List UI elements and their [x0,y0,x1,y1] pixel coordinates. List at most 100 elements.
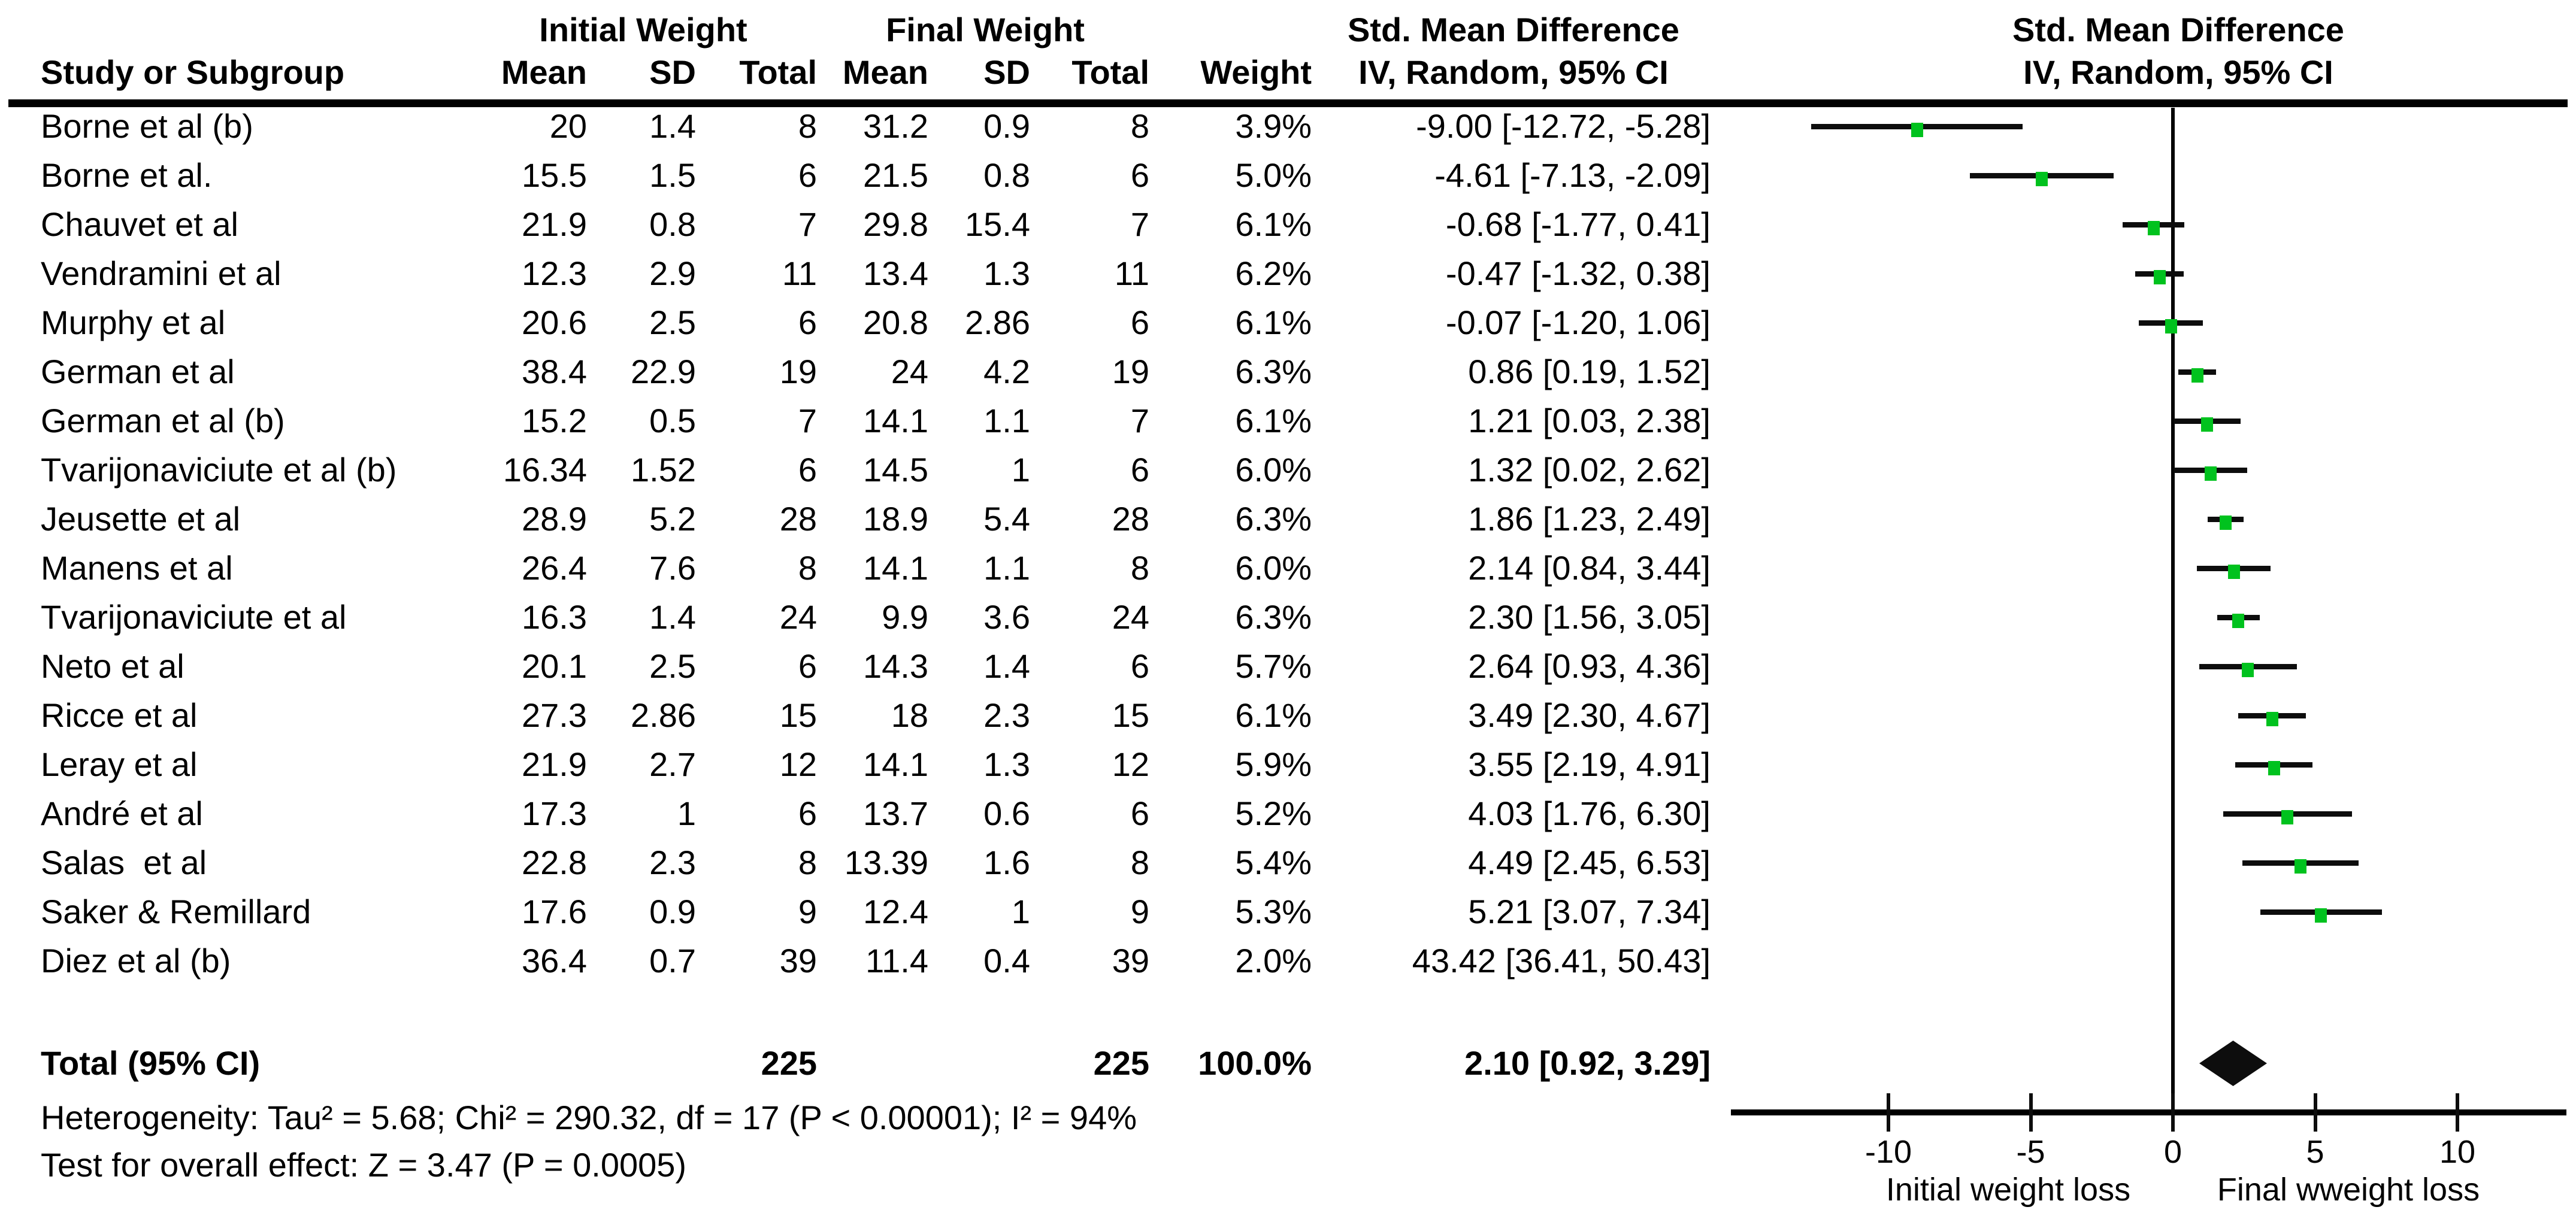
effect-marker [2242,663,2254,677]
cell-mean2: 24 [891,353,928,390]
study-name: Ricce et al [41,696,198,734]
cell-total2: 6 [1130,304,1149,341]
cell-total2: 7 [1130,205,1149,243]
cell-weight: 2.0% [1235,942,1312,980]
cell-sd1: 0.7 [649,942,696,980]
cell-total2: 24 [1112,598,1149,636]
cell-weight: 6.1% [1235,304,1312,341]
cell-total1: 6 [798,304,817,341]
cell-total1: 7 [798,205,817,243]
cell-total2: 6 [1130,451,1149,489]
cell-sd2: 2.86 [965,304,1030,341]
cell-mean2: 14.5 [863,451,928,489]
cell-ci: 2.64 [0.93, 4.36] [1468,647,1711,685]
cell-total2: 8 [1130,549,1149,587]
column-group-initial-weight: Initial Weight [539,11,747,48]
cell-total1: 24 [779,598,817,636]
study-name: André et al [41,795,203,832]
cell-mean2: 13.7 [863,795,928,832]
cell-sd2: 1.3 [983,254,1030,292]
cell-ci: 1.32 [0.02, 2.62] [1468,451,1711,489]
cell-weight: 5.4% [1235,844,1312,881]
cell-total2: 8 [1130,844,1149,881]
cell-mean1: 36.4 [522,942,587,980]
cell-mean1: 15.5 [522,156,587,194]
cell-total1: 28 [779,500,817,538]
study-name: Saker & Remillard [41,893,311,930]
cell-sd2: 1 [1011,893,1030,930]
cell-ci: 4.03 [1.76, 6.30] [1468,795,1711,832]
table-row: Chauvet et al 21.9 0.8 7 29.8 15.4 7 6.1% -0.68 … [0,200,2576,249]
table-row: Murphy et al 20.6 2.5 6 20.8 2.86 6 6.1% -0.07 [… [0,298,2576,347]
cell-sd2: 0.9 [983,107,1030,145]
column-header-weight: Weight [1200,53,1312,91]
study-name: Murphy et al [41,304,226,341]
cell-sd1: 0.5 [649,402,696,439]
cell-mean1: 15.2 [522,402,587,439]
cell-mean2: 14.1 [863,549,928,587]
smd-plot-title: Std. Mean Difference [2012,11,2344,48]
cell-total1: 12 [779,745,817,783]
cell-ci: 2.30 [1.56, 3.05] [1468,598,1711,636]
cell-sd1: 0.9 [649,893,696,930]
cell-sd2: 1 [1011,451,1030,489]
cell-total1: 6 [798,795,817,832]
cell-ci: -0.07 [-1.20, 1.06] [1445,304,1711,341]
cell-mean1: 12.3 [522,254,587,292]
total-weight: 100.0% [1198,1044,1312,1082]
effect-marker [2227,565,2240,579]
study-name: Chauvet et al [41,205,238,243]
cell-total2: 6 [1130,795,1149,832]
table-row: Manens et al 26.4 7.6 8 14.1 1.1 8 6.0% 2.14 [0.… [0,544,2576,593]
cell-total1: 9 [798,893,817,930]
table-row: Leray et al 21.9 2.7 12 14.1 1.3 12 5.9% 3.55 [2… [0,740,2576,789]
cell-sd2: 1.3 [983,745,1030,783]
cell-sd1: 1.4 [649,598,696,636]
cell-weight: 5.0% [1235,156,1312,194]
effect-marker [2201,417,2214,432]
cell-ci: -0.47 [-1.32, 0.38] [1445,254,1711,292]
cell-sd1: 2.9 [649,254,696,292]
cell-sd1: 7.6 [649,549,696,587]
cell-weight: 6.3% [1235,500,1312,538]
cell-ci: -9.00 [-12.72, -5.28] [1416,107,1711,145]
cell-ci: 5.21 [3.07, 7.34] [1468,893,1711,930]
study-name: Diez et al (b) [41,942,231,980]
cell-total2: 28 [1112,500,1149,538]
cell-mean1: 22.8 [522,844,587,881]
heterogeneity-text: Heterogeneity: Tau² = 5.68; Chi² = 290.3… [41,1099,1137,1136]
cell-mean2: 11.4 [865,942,928,980]
cell-mean2: 14.1 [863,745,928,783]
cell-total2: 9 [1130,893,1149,930]
cell-sd1: 2.7 [649,745,696,783]
cell-mean2: 18 [891,696,928,734]
cell-total2: 6 [1130,647,1149,685]
cell-ci: 3.55 [2.19, 4.91] [1468,745,1711,783]
cell-mean1: 28.9 [522,500,587,538]
total-n-initial: 225 [761,1044,817,1082]
cell-mean1: 38.4 [522,353,587,390]
total-diamond [2199,1041,2267,1086]
table-row: Borne et al (b) 20 1.4 8 31.2 0.9 8 3.9% -9.00 [… [0,102,2576,151]
cell-total1: 39 [779,942,817,980]
cell-mean1: 20.6 [522,304,587,341]
cell-total1: 7 [798,402,817,439]
cell-mean1: 17.3 [522,795,587,832]
overall-effect-text: Test for overall effect: Z = 3.47 (P = 0… [41,1146,687,1184]
cell-ci: 1.86 [1.23, 2.49] [1468,500,1711,538]
cell-mean1: 26.4 [522,549,587,587]
cell-total2: 7 [1130,402,1149,439]
axis-label-left: Initial weight loss [1885,1172,2131,1208]
total-ci-value: 2.10 [0.92, 3.29] [1464,1044,1711,1082]
cell-total1: 8 [798,549,817,587]
table-row: Salas et al 22.8 2.3 8 13.39 1.6 8 5.4% 4.49 [2.… [0,838,2576,887]
table-row: Diez et al (b) 36.4 0.7 39 11.4 0.4 39 2.0% 43.4… [0,936,2576,985]
cell-mean1: 27.3 [522,696,587,734]
total-n-final: 225 [1093,1044,1149,1082]
study-name: Tvarijonaviciute et al [41,598,347,636]
cell-total2: 19 [1112,353,1149,390]
column-group-final-weight: Final Weight [886,11,1085,48]
cell-total1: 6 [798,156,817,194]
column-header-mean-initial: Mean [501,53,587,91]
